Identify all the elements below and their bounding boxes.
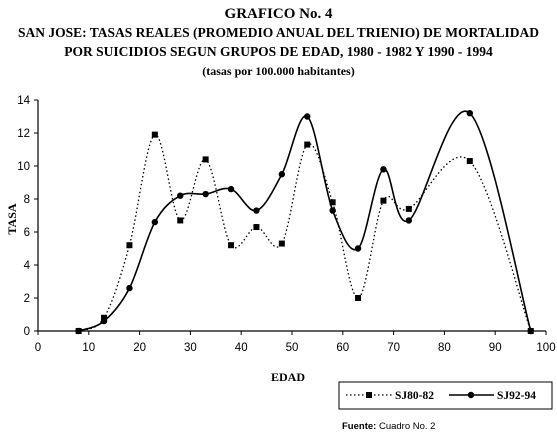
legend-label-sj80-82: SJ80-82 xyxy=(395,390,434,402)
data-point-sj80-82 xyxy=(126,242,133,249)
data-point-sj92-94 xyxy=(329,207,336,214)
x-tick-label: 0 xyxy=(35,342,41,354)
x-tick-label: 70 xyxy=(387,342,400,354)
x-axis-label: EDAD xyxy=(271,370,305,384)
data-point-sj80-82 xyxy=(177,217,184,224)
y-tick-label: 2 xyxy=(24,293,30,305)
series-layer xyxy=(75,110,534,335)
data-point-sj92-94 xyxy=(466,110,473,117)
legend-box xyxy=(338,381,553,410)
x-tick-label: 90 xyxy=(489,342,502,354)
data-point-sj92-94 xyxy=(126,284,133,292)
source-note: Fuente: Cuadro No. 2 xyxy=(342,421,435,432)
data-point-sj80-82 xyxy=(278,240,285,247)
y-tick-label: 14 xyxy=(17,95,30,107)
legend-label-sj92-94: SJ92-94 xyxy=(497,390,536,402)
y-tick-label: 8 xyxy=(24,194,30,206)
data-point-sj80-82 xyxy=(101,314,108,321)
data-point-sj80-82 xyxy=(329,199,336,206)
data-point-sj80-82 xyxy=(228,242,235,249)
source-text: Cuadro No. 2 xyxy=(378,421,436,432)
data-point-sj80-82 xyxy=(380,197,387,204)
data-point-sj92-94 xyxy=(253,207,260,214)
data-point-sj92-94 xyxy=(527,327,534,335)
data-point-sj80-82 xyxy=(304,141,311,148)
data-point-sj92-94 xyxy=(151,218,159,226)
data-point-sj92-94 xyxy=(177,192,184,199)
y-tick-label: 12 xyxy=(17,128,30,140)
data-point-sj80-82 xyxy=(466,158,473,165)
data-point-sj80-82 xyxy=(405,205,412,212)
chart-subtitle-line1: SAN JOSE: TASAS REALES (PROMEDIO ANUAL D… xyxy=(18,25,539,40)
legend-marker-sj80-82 xyxy=(366,392,372,398)
data-point-sj92-94 xyxy=(227,185,235,193)
y-tick-label: 10 xyxy=(17,161,30,173)
source-label: Fuente: xyxy=(342,421,377,432)
x-tick-label: 80 xyxy=(438,342,451,354)
legend: SJ80-82 SJ92-94 xyxy=(338,381,553,410)
y-tick-label: 0 xyxy=(24,326,30,338)
data-point-sj92-94 xyxy=(354,245,362,252)
data-point-sj80-82 xyxy=(151,131,158,138)
data-point-sj92-94 xyxy=(380,166,387,173)
chart-units-note: (tasas por 100.000 habitantes) xyxy=(202,64,355,78)
x-tick-label: 60 xyxy=(336,342,349,354)
series-line-sj92-94 xyxy=(78,110,532,332)
y-axis-label: TASA xyxy=(5,203,19,234)
data-point-sj92-94 xyxy=(278,171,286,178)
data-point-sj80-82 xyxy=(253,224,260,231)
data-point-sj80-82 xyxy=(202,156,209,163)
data-point-sj80-82 xyxy=(355,295,362,301)
x-tick-label: 50 xyxy=(286,342,299,354)
axes: 0 2 4 6 8 10 12 14 0 10 20 30 40 50 60 70 80 90 100 xyxy=(17,95,555,354)
x-tick-label: 20 xyxy=(133,342,146,354)
legend-marker-sj92-94 xyxy=(467,391,475,399)
y-tick-label: 4 xyxy=(24,260,31,272)
y-tick-label: 6 xyxy=(24,227,30,239)
data-point-sj92-94 xyxy=(202,190,209,198)
x-tick-label: 30 xyxy=(184,342,197,354)
data-point-sj92-94 xyxy=(304,113,311,120)
chart-subtitle-line2: POR SUICIDIOS SEGUN GRUPOS DE EDAD, 1980… xyxy=(64,44,493,59)
chart-title: GRAFICO No. 4 xyxy=(224,6,333,22)
data-point-sj92-94 xyxy=(100,317,108,325)
data-point-sj92-94 xyxy=(75,327,82,335)
x-tick-label: 100 xyxy=(536,342,555,354)
data-point-sj92-94 xyxy=(405,217,413,224)
x-tick-label: 40 xyxy=(235,342,248,354)
x-tick-label: 10 xyxy=(82,342,95,354)
series-line-sj80-82 xyxy=(78,133,532,332)
